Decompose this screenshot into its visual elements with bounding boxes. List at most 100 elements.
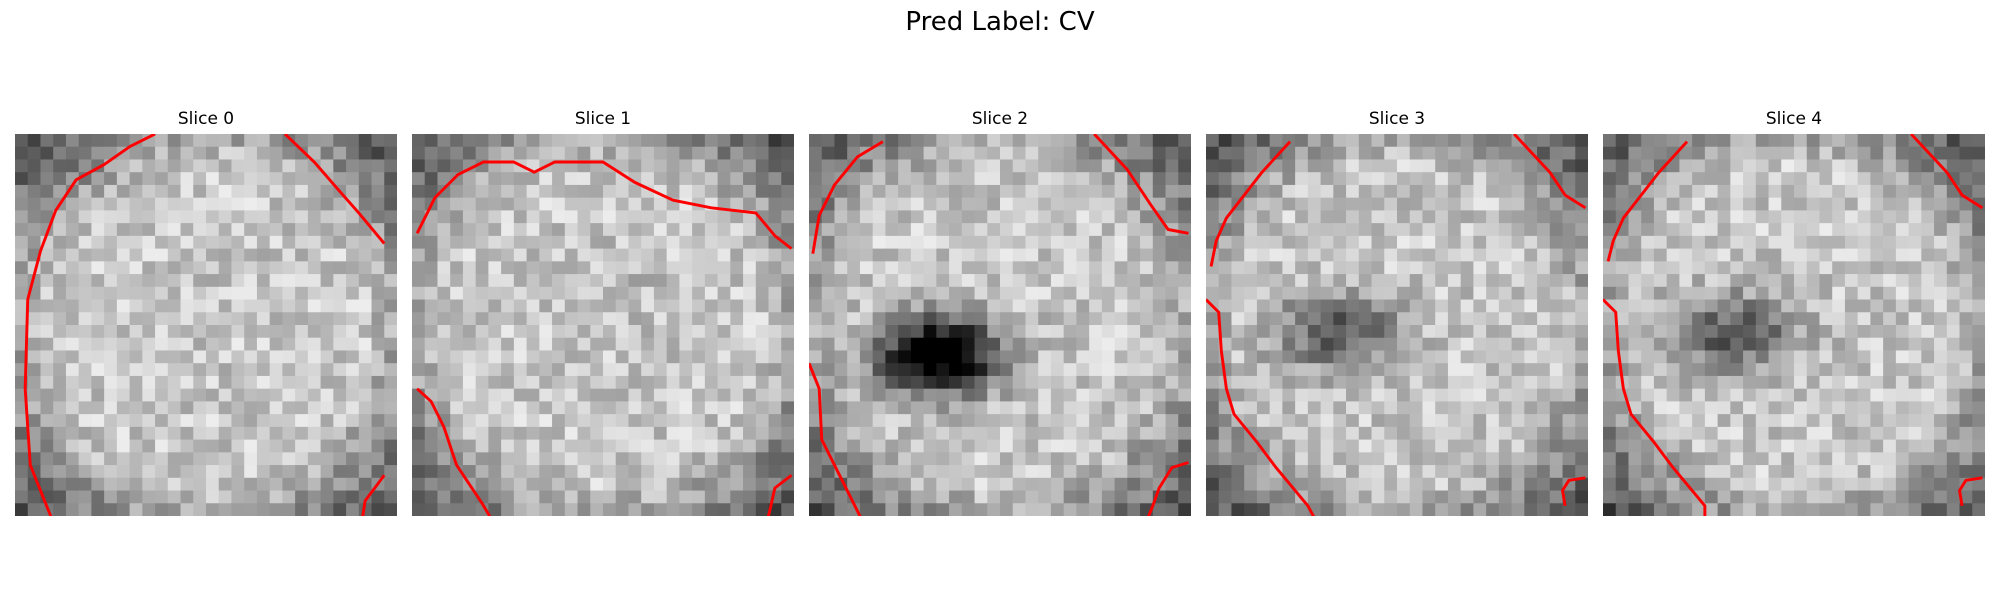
image-pixel xyxy=(1743,426,1757,441)
image-pixel xyxy=(155,172,169,186)
image-pixel xyxy=(1460,477,1475,492)
image-pixel xyxy=(1641,248,1655,262)
image-pixel xyxy=(781,184,794,199)
image-pixel xyxy=(755,490,770,504)
image-pixel xyxy=(1038,490,1052,504)
image-pixel xyxy=(1537,274,1551,288)
image-pixel xyxy=(1435,172,1449,186)
image-pixel xyxy=(116,426,131,441)
image-pixel xyxy=(231,197,245,212)
image-pixel xyxy=(961,274,976,288)
image-pixel xyxy=(1946,414,1961,428)
image-pixel xyxy=(180,414,194,428)
image-pixel xyxy=(1895,159,1910,173)
image-pixel xyxy=(1218,134,1233,148)
image-pixel xyxy=(1679,426,1693,441)
image-pixel xyxy=(885,197,899,212)
image-pixel xyxy=(475,184,490,199)
image-pixel xyxy=(809,426,823,441)
image-pixel xyxy=(1460,159,1475,173)
image-pixel xyxy=(1972,223,1985,237)
image-pixel xyxy=(1397,465,1411,479)
image-pixel xyxy=(1089,363,1103,377)
image-pixel xyxy=(1358,146,1373,161)
image-pixel xyxy=(1972,146,1985,161)
image-pixel xyxy=(244,146,258,161)
image-pixel xyxy=(1972,350,1985,364)
image-pixel xyxy=(1025,337,1039,352)
image-pixel xyxy=(1972,184,1985,199)
image-pixel xyxy=(1307,248,1322,262)
image-pixel xyxy=(809,274,823,288)
image-pixel xyxy=(1972,337,1985,352)
image-pixel xyxy=(717,503,731,516)
image-pixel xyxy=(1101,223,1116,237)
image-pixel xyxy=(910,210,925,224)
image-pixel xyxy=(898,477,912,492)
image-pixel xyxy=(1844,388,1859,403)
image-pixel xyxy=(1603,337,1617,352)
image-pixel xyxy=(590,465,604,479)
image-pixel xyxy=(346,248,360,262)
image-pixel xyxy=(755,159,770,173)
image-pixel xyxy=(282,414,296,428)
image-pixel xyxy=(1256,312,1271,326)
image-pixel xyxy=(1857,248,1872,262)
image-pixel xyxy=(1498,274,1513,288)
image-pixel xyxy=(412,439,426,453)
image-pixel xyxy=(129,452,143,466)
image-pixel xyxy=(1486,414,1500,428)
image-pixel xyxy=(1562,261,1576,275)
image-pixel xyxy=(743,299,757,313)
image-pixel xyxy=(1921,401,1935,415)
image-pixel xyxy=(1549,235,1564,250)
image-pixel xyxy=(320,401,334,415)
image-pixel xyxy=(1282,503,1296,516)
image-pixel xyxy=(755,274,770,288)
image-pixel xyxy=(1089,350,1103,364)
image-pixel xyxy=(872,134,887,148)
image-pixel xyxy=(1806,363,1821,377)
image-pixel xyxy=(1460,325,1475,339)
image-pixel xyxy=(1575,235,1588,250)
image-pixel xyxy=(1101,401,1116,415)
image-pixel xyxy=(1114,363,1128,377)
image-pixel xyxy=(1320,223,1334,237)
image-pixel xyxy=(1127,477,1141,492)
image-pixel xyxy=(1819,210,1833,224)
image-pixel xyxy=(1256,363,1271,377)
image-pixel xyxy=(180,146,194,161)
image-pixel xyxy=(666,210,681,224)
image-pixel xyxy=(1076,184,1090,199)
image-pixel xyxy=(923,172,937,186)
image-pixel xyxy=(167,197,182,212)
image-pixel xyxy=(1346,299,1360,313)
image-pixel xyxy=(437,337,451,352)
image-pixel xyxy=(590,350,604,364)
contour-line xyxy=(1910,134,1984,210)
image-pixel xyxy=(949,375,963,390)
image-pixel xyxy=(384,337,397,352)
image-pixel xyxy=(1371,350,1385,364)
image-pixel xyxy=(653,375,668,390)
image-pixel xyxy=(1152,235,1167,250)
image-pixel xyxy=(462,172,477,186)
image-pixel xyxy=(333,312,347,326)
image-pixel xyxy=(1000,401,1014,415)
image-pixel xyxy=(1486,452,1500,466)
image-pixel xyxy=(666,337,681,352)
image-pixel xyxy=(104,503,118,516)
image-pixel xyxy=(666,286,681,301)
image-pixel xyxy=(628,159,642,173)
image-pixel xyxy=(1498,414,1513,428)
image-pixel xyxy=(488,248,502,262)
image-pixel xyxy=(167,503,182,516)
image-pixel xyxy=(949,159,963,173)
image-pixel xyxy=(1307,312,1322,326)
image-pixel xyxy=(1743,235,1757,250)
image-pixel xyxy=(666,299,681,313)
image-pixel xyxy=(1244,375,1258,390)
image-pixel xyxy=(1498,452,1513,466)
image-pixel xyxy=(1127,210,1141,224)
image-pixel xyxy=(526,490,540,504)
